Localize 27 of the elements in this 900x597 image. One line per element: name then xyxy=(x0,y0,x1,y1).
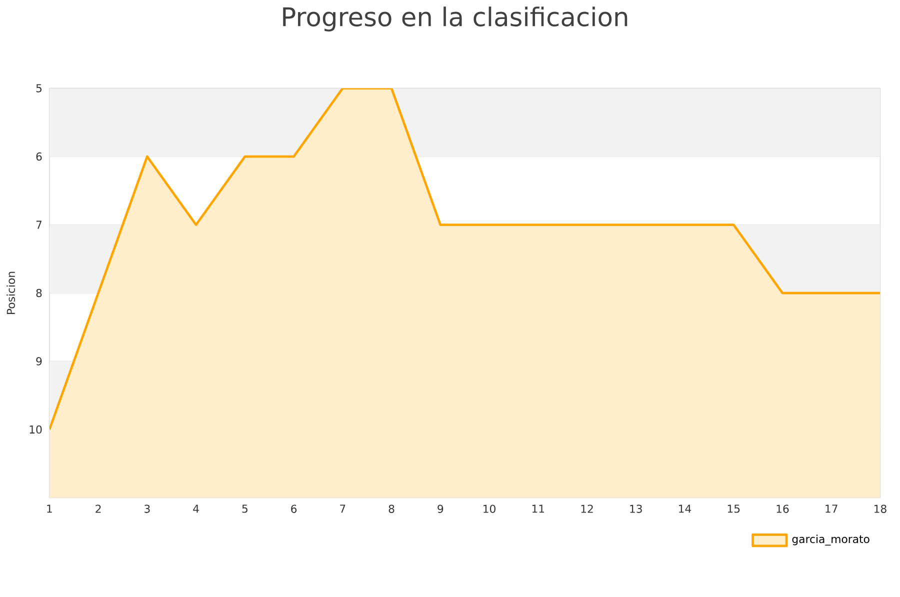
y-tick-label: 6 xyxy=(36,152,42,161)
x-tick-label: 3 xyxy=(144,504,150,514)
x-tick-label: 16 xyxy=(776,504,789,514)
x-tick-label: 18 xyxy=(874,504,886,514)
x-tick-label: 7 xyxy=(340,504,346,513)
y-tick-label: 10 xyxy=(30,426,42,434)
x-tick-label: 1 xyxy=(47,504,52,513)
x-tick-label: 4 xyxy=(193,504,199,513)
x-tick-label: 12 xyxy=(581,504,593,513)
y-tick-label: 9 xyxy=(36,357,42,366)
x-tick-label: 11 xyxy=(532,504,544,513)
x-tick-label: 10 xyxy=(484,504,496,514)
y-tick-label: 8 xyxy=(36,289,42,298)
x-tick-label: 8 xyxy=(388,504,394,514)
legend-label: garcia_morato xyxy=(792,534,870,546)
chart-title: Progreso en la clasificacion xyxy=(283,6,628,32)
x-tick-label: 13 xyxy=(630,504,642,514)
y-tick-label: 7 xyxy=(36,220,42,229)
x-tick-label: 6 xyxy=(291,504,297,514)
x-tick-label: 2 xyxy=(96,504,101,513)
y-axis-title: Posicion xyxy=(6,272,16,314)
x-tick-label: 17 xyxy=(826,504,838,513)
y-tick-label: 5 xyxy=(36,84,42,93)
x-tick-label: 9 xyxy=(438,504,444,514)
x-tick-label: 14 xyxy=(679,504,692,513)
x-tick-label: 15 xyxy=(728,504,740,513)
x-tick-label: 5 xyxy=(242,504,248,513)
